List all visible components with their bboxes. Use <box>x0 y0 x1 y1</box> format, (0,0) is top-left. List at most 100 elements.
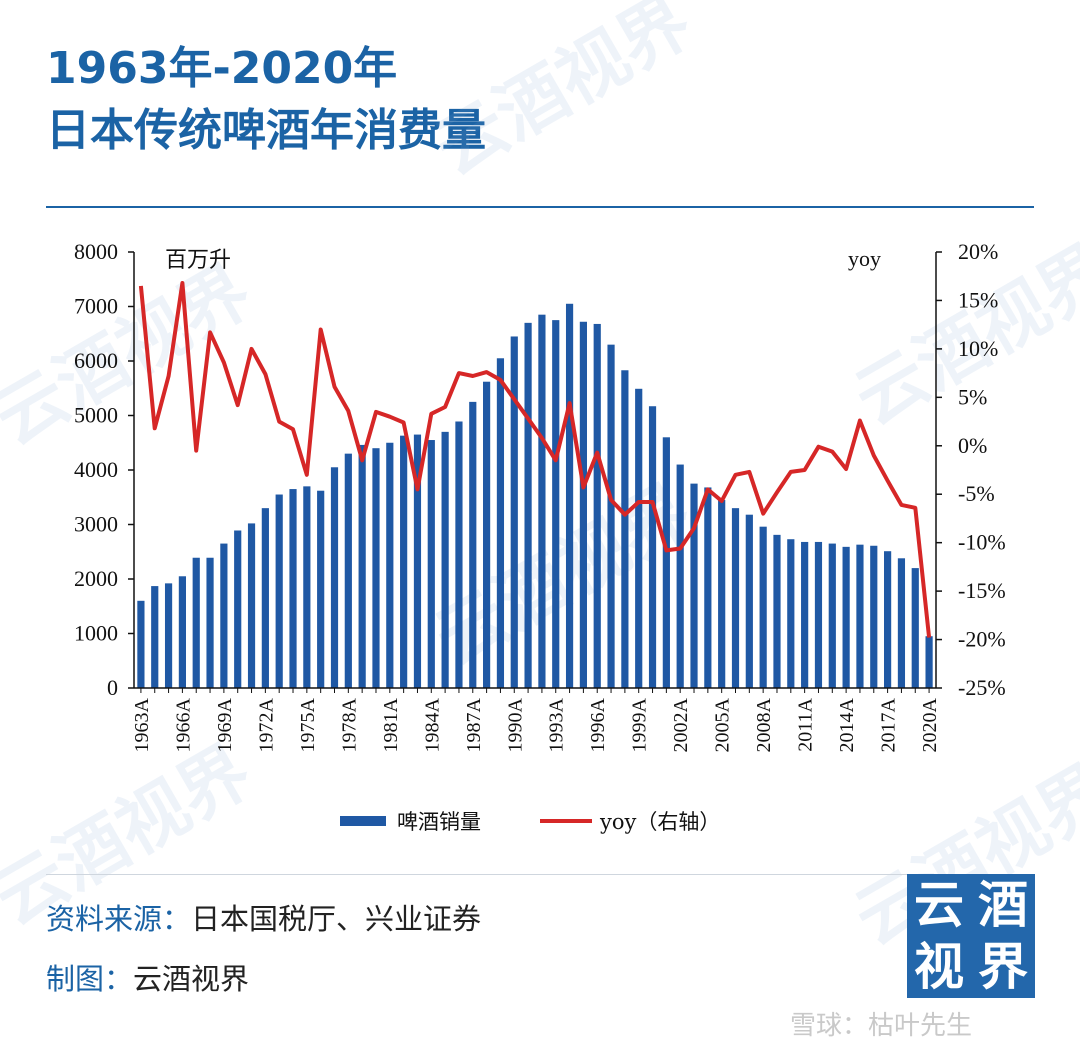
maker-value: 云酒视界 <box>133 962 250 996</box>
bar-2011 <box>801 541 809 688</box>
left-tick-label: 3000 <box>74 512 118 537</box>
bar-1963 <box>137 600 145 688</box>
bar-1982 <box>400 435 408 688</box>
bar-1987 <box>469 401 477 688</box>
bar-1992 <box>538 314 546 688</box>
left-tick-label: 1000 <box>74 621 118 646</box>
yoy-line-series <box>138 281 932 638</box>
footer-divider <box>46 874 1034 875</box>
right-tick-label: 20% <box>958 239 998 264</box>
platform-credit: 雪球：枯叶先生 <box>790 1011 973 1041</box>
bar-1984 <box>427 440 435 688</box>
bar-2015 <box>856 544 864 688</box>
left-tick-label: 4000 <box>74 457 118 482</box>
bar-1967 <box>192 557 200 688</box>
x-tick-label: 1978A <box>338 697 360 752</box>
bar-1970 <box>234 530 242 688</box>
maker-label: 制图： <box>46 962 134 996</box>
bar-1993 <box>552 320 560 688</box>
right-tick-label: -10% <box>958 530 1006 555</box>
bar-1979 <box>358 444 366 688</box>
bar-1974 <box>289 489 297 688</box>
bar-1968 <box>206 557 214 688</box>
right-tick-label: -25% <box>958 675 1006 700</box>
x-tick-label: 2014A <box>836 697 858 752</box>
bar-1990 <box>510 336 518 688</box>
legend: 啤酒销量 yoy（右轴） <box>340 810 720 834</box>
bar-series <box>137 303 933 688</box>
x-tick-label: 2017A <box>878 697 900 752</box>
bar-1989 <box>496 358 505 688</box>
bar-1994 <box>565 303 574 688</box>
bar-1988 <box>483 381 491 688</box>
bar-1998 <box>621 370 629 688</box>
x-tick-label: 1966A <box>172 697 194 752</box>
bar-2017 <box>884 551 892 688</box>
x-tick-label: 2005A <box>712 697 734 752</box>
left-tick-label: 0 <box>107 675 118 700</box>
bar-2000 <box>648 406 657 688</box>
maker-note: 制图：云酒视界 <box>46 956 249 998</box>
source-label: 资料来源： <box>46 902 192 936</box>
logo-char-2: 酒 <box>978 876 1028 934</box>
bar-2012 <box>814 541 823 688</box>
bar-1969 <box>220 543 228 688</box>
bar-1977 <box>330 467 339 688</box>
page-title: 1963年-2020年 日本传统啤酒年消费量 <box>46 38 486 162</box>
left-tick-label: 5000 <box>74 403 118 428</box>
title-line-2: 日本传统啤酒年消费量 <box>46 105 486 156</box>
bar-2003 <box>690 483 698 688</box>
tick-labels: 0 1000 2000 3000 4000 5000 6000 7000 8000 -25% -20… <box>74 239 1006 752</box>
title-divider <box>46 206 1034 208</box>
bar-2014 <box>842 546 850 688</box>
bar-2006 <box>731 508 740 688</box>
x-tick-label: 1987A <box>463 697 485 752</box>
bar-2010 <box>787 539 795 688</box>
x-tick-label: 2011A <box>795 697 817 751</box>
x-tick-label: 1999A <box>629 697 651 752</box>
bar-2007 <box>745 514 753 688</box>
x-tick-label: 2002A <box>670 697 692 752</box>
right-tick-label: 15% <box>958 287 998 312</box>
left-tick-label: 6000 <box>74 348 118 373</box>
x-tick-label: 1975A <box>297 697 319 752</box>
x-tick-label: 1981A <box>380 697 402 752</box>
bar-2020 <box>925 636 933 688</box>
bar-1964 <box>151 586 159 688</box>
bar-2008 <box>759 526 767 688</box>
axes <box>128 251 942 693</box>
bar-1986 <box>455 421 463 688</box>
bar-1973 <box>275 494 283 688</box>
bar-2009 <box>773 534 781 688</box>
right-unit-label: yoy <box>848 246 881 271</box>
bar-1995 <box>579 321 587 688</box>
bar-1996 <box>593 323 601 688</box>
x-tick-label: 1990A <box>504 697 526 752</box>
right-tick-label: -5% <box>958 481 995 506</box>
x-tick-label: 1993A <box>546 697 568 752</box>
bar-2019 <box>911 568 919 688</box>
bar-1966 <box>178 576 186 688</box>
bar-2018 <box>897 558 906 688</box>
x-tick-label: 1972A <box>255 697 277 752</box>
beer-consumption-chart: 0 1000 2000 3000 4000 5000 6000 7000 8000 -25% -20… <box>74 239 1006 834</box>
source-value: 日本国税厅、兴业证券 <box>191 902 482 936</box>
x-tick-label: 1984A <box>421 697 443 752</box>
bar-1991 <box>524 322 532 688</box>
bar-1981 <box>386 442 394 688</box>
bar-1985 <box>441 431 449 688</box>
x-tick-label: 1963A <box>131 697 153 752</box>
brand-logo: 云 酒 视 界 <box>907 874 1035 998</box>
bar-1999 <box>635 388 643 688</box>
bar-1975 <box>303 486 311 688</box>
bar-1976 <box>317 490 325 688</box>
logo-char-3: 视 <box>914 938 964 996</box>
title-line-1: 1963年-2020年 <box>46 43 398 94</box>
bar-2005 <box>718 499 726 688</box>
left-unit-label: 百万升 <box>165 248 231 273</box>
bar-2002 <box>676 464 684 688</box>
bar-2001 <box>662 437 670 688</box>
x-tick-label: 2008A <box>753 697 775 752</box>
legend-bar-swatch <box>340 816 386 826</box>
right-tick-label: 10% <box>958 336 998 361</box>
